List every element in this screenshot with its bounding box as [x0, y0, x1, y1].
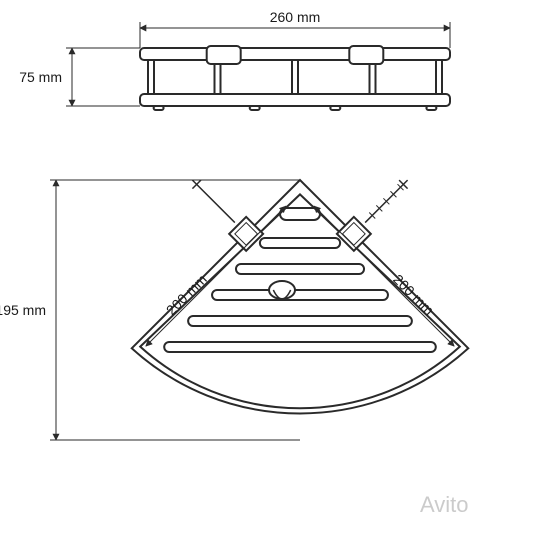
dim-label-side-left: 200 mm	[163, 271, 210, 318]
front-foot	[250, 106, 260, 110]
front-inner-post	[215, 60, 221, 94]
top-apex-slot	[280, 208, 320, 220]
front-elevation: 260 mm 75 mm	[19, 9, 450, 110]
top-wall-screw	[365, 180, 407, 222]
dim-label-depth: 195 mm	[0, 302, 46, 318]
front-bottom-rail	[140, 94, 450, 106]
top-hook	[269, 281, 295, 299]
watermark-text: Avito	[420, 492, 469, 517]
front-inner-post	[370, 60, 376, 94]
top-drain-slot	[212, 290, 388, 300]
dim-label-width: 260 mm	[270, 9, 321, 25]
top-drain-slot	[260, 238, 340, 248]
top-drain-slot	[188, 316, 412, 326]
front-foot	[154, 106, 164, 110]
top-wall-screw	[192, 180, 234, 222]
top-drain-slot	[236, 264, 364, 274]
dim-label-side-right: 200 mm	[390, 271, 437, 318]
front-top-rail	[140, 48, 450, 60]
front-outer-post	[148, 60, 154, 94]
front-mount-bracket	[349, 46, 383, 64]
front-foot	[426, 106, 436, 110]
front-mount-bracket	[207, 46, 241, 64]
technical-drawing: 260 mm 75 mm 200 mm 200 mm 195 mm Avito	[0, 0, 540, 540]
front-foot	[330, 106, 340, 110]
dim-label-height: 75 mm	[19, 69, 62, 85]
top-plan-view: 200 mm 200 mm 195 mm	[0, 180, 468, 440]
front-inner-post	[292, 60, 298, 94]
top-drain-slot	[164, 342, 436, 352]
front-outer-post	[436, 60, 442, 94]
